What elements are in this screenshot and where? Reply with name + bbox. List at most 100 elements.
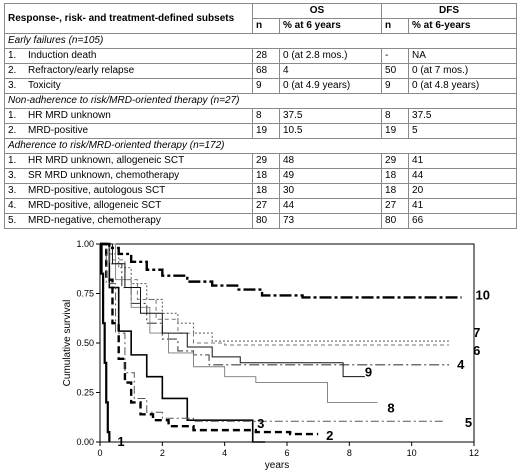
subset-cell: 1. HR MRD unknown: [4, 108, 253, 124]
dfs-n-cell: 29: [381, 153, 410, 169]
x-tick-label: 2: [160, 448, 165, 458]
series-end-label-4: 4: [457, 357, 465, 372]
table-row: 3. Toxicity 9 0 (at 4.9 years) 9 0 (at 4.8 ye…: [4, 78, 518, 94]
row-number: 1.: [8, 110, 17, 121]
subset-header: Response-, risk- and treatment-defined s…: [4, 3, 253, 34]
os-pct-cell: 37.5: [278, 108, 383, 124]
survival-chart: 0.000.250.500.751.000 2 4 6 8 10 12yearsCumula…: [62, 239, 490, 471]
dfs-pct-cell: 37.5: [408, 108, 518, 124]
series-end-label-10: 10: [476, 287, 490, 302]
subset-cell: 3. Toxicity: [4, 78, 253, 94]
series-end-label-7: 7: [473, 325, 480, 340]
x-tick-label: 12: [469, 448, 479, 458]
y-tick-label: 1.00: [76, 239, 94, 249]
dfs-pct-cell: 66: [408, 213, 518, 229]
dfs-pct-cell: NA: [408, 48, 518, 64]
y-tick-label: 0.75: [76, 289, 94, 299]
dfs-n-cell: 50: [381, 63, 410, 79]
series-end-label-5: 5: [465, 415, 472, 430]
dfs-pct-cell: 0 (at 4.8 years): [408, 78, 518, 94]
os-header: OS: [251, 3, 383, 19]
os-n-cell: 18: [252, 183, 280, 199]
os-n-cell: 18: [252, 168, 280, 184]
x-tick-label: 6: [284, 448, 289, 458]
row-label: Refractory/early relapse: [28, 65, 135, 76]
row-label: MRD-positive, autologous SCT: [28, 185, 166, 196]
os-n-header: n: [252, 18, 280, 34]
dfs-n-cell: 27: [381, 198, 410, 214]
row-number: 2.: [8, 65, 17, 76]
os-pct-cell: 44: [278, 198, 383, 214]
table-row: 5. MRD-negative, chemotherapy 80 73 80 66: [4, 213, 518, 229]
dfs-pct-cell: 44: [408, 168, 518, 184]
table-row: 1. HR MRD unknown, allogeneic SCT 29 48 29 41: [4, 153, 518, 169]
os-n-cell: 19: [252, 123, 280, 139]
dfs-n-cell: -: [381, 48, 410, 64]
outcome-table: Response-, risk- and treatment-defined s…: [3, 3, 518, 229]
series-end-label-8: 8: [387, 400, 394, 415]
dfs-n-cell: 18: [381, 183, 410, 199]
y-tick-label: 0.25: [76, 388, 94, 398]
row-label: MRD-positive, allogeneic SCT: [28, 200, 162, 211]
series-end-label-2: 2: [326, 428, 333, 443]
os-n-cell: 80: [252, 213, 280, 229]
series-end-label-9: 9: [365, 365, 372, 380]
y-tick-label: 0.00: [76, 437, 94, 447]
series-line-5: [100, 243, 443, 422]
x-tick-label: 8: [347, 448, 352, 458]
os-pct-cell: 4: [278, 63, 383, 79]
row-label: Induction death: [28, 50, 97, 61]
chart-plot-area: [100, 242, 462, 443]
row-label: MRD-positive: [28, 125, 89, 136]
subset-cell: 2. MRD-positive: [4, 123, 253, 139]
series-line-8: [100, 243, 378, 403]
dfs-n-cell: 18: [381, 168, 410, 184]
x-tick-label: 4: [222, 448, 227, 458]
os-n-cell: 68: [252, 63, 280, 79]
dfs-pct-cell: 20: [408, 183, 518, 199]
subset-cell: 1. Induction death: [4, 48, 253, 64]
subset-cell: 2. Refractory/early relapse: [4, 63, 253, 79]
table-row: 2. Refractory/early relapse 68 4 50 0 (at 7 m…: [4, 63, 518, 79]
row-number: 5.: [8, 215, 17, 226]
os-pct-cell: 0 (at 2.8 mos.): [278, 48, 383, 64]
series-end-label-1: 1: [117, 434, 124, 449]
os-pct-cell: 0 (at 4.9 years): [278, 78, 383, 94]
row-number: 3.: [8, 185, 17, 196]
dfs-pct-cell: 0 (at 7 mos.): [408, 63, 518, 79]
series-line-4: [100, 243, 450, 366]
section-title: Adherence to risk/MRD-oriented therapy (…: [3, 138, 518, 154]
subset-cell: 1. HR MRD unknown, allogeneic SCT: [4, 153, 253, 169]
row-number: 2.: [8, 125, 17, 136]
y-tick-label: 0.50: [76, 338, 94, 348]
x-axis-label: years: [265, 460, 289, 471]
dfs-header: DFS: [381, 3, 518, 19]
dfs-pct-cell: 5: [408, 123, 518, 139]
row-label: SR MRD unknown, chemotherapy: [28, 170, 180, 181]
dfs-n-cell: 8: [381, 108, 410, 124]
dfs-n-cell: 19: [381, 123, 410, 139]
os-n-cell: 28: [252, 48, 280, 64]
table-row: 1. Induction death 28 0 (at 2.8 mos.) - NA: [4, 48, 518, 64]
row-label: HR MRD unknown: [28, 110, 111, 121]
dfs-n-cell: 9: [381, 78, 410, 94]
series-line-1: [100, 242, 111, 442]
row-number: 3.: [8, 170, 17, 181]
os-pct-cell: 10.5: [278, 123, 383, 139]
os-pct-cell: 30: [278, 183, 383, 199]
series-end-label-3: 3: [257, 416, 264, 431]
dfs-n-cell: 80: [381, 213, 410, 229]
series-end-label-6: 6: [473, 343, 480, 358]
dfs-pct-cell: 41: [408, 198, 518, 214]
os-pct-cell: 49: [278, 168, 383, 184]
section-title: Early failures (n=105): [3, 33, 518, 49]
row-label: Toxicity: [28, 80, 61, 91]
series-line-7: [100, 243, 450, 342]
dfs-pct-header: % at 6-years: [408, 18, 518, 34]
row-label: MRD-negative, chemotherapy: [28, 215, 161, 226]
x-tick-label: 0: [97, 448, 102, 458]
chart-series-labels: 1 2 3 4 5 6 7 8 9 10: [117, 287, 490, 449]
table-row: 2. MRD-positive 19 10.5 19 5: [4, 123, 518, 139]
chart-axes: 0.000.250.500.751.000 2 4 6 8 10 12yearsCumula…: [62, 239, 479, 471]
subset-cell: 4. MRD-positive, allogeneic SCT: [4, 198, 253, 214]
